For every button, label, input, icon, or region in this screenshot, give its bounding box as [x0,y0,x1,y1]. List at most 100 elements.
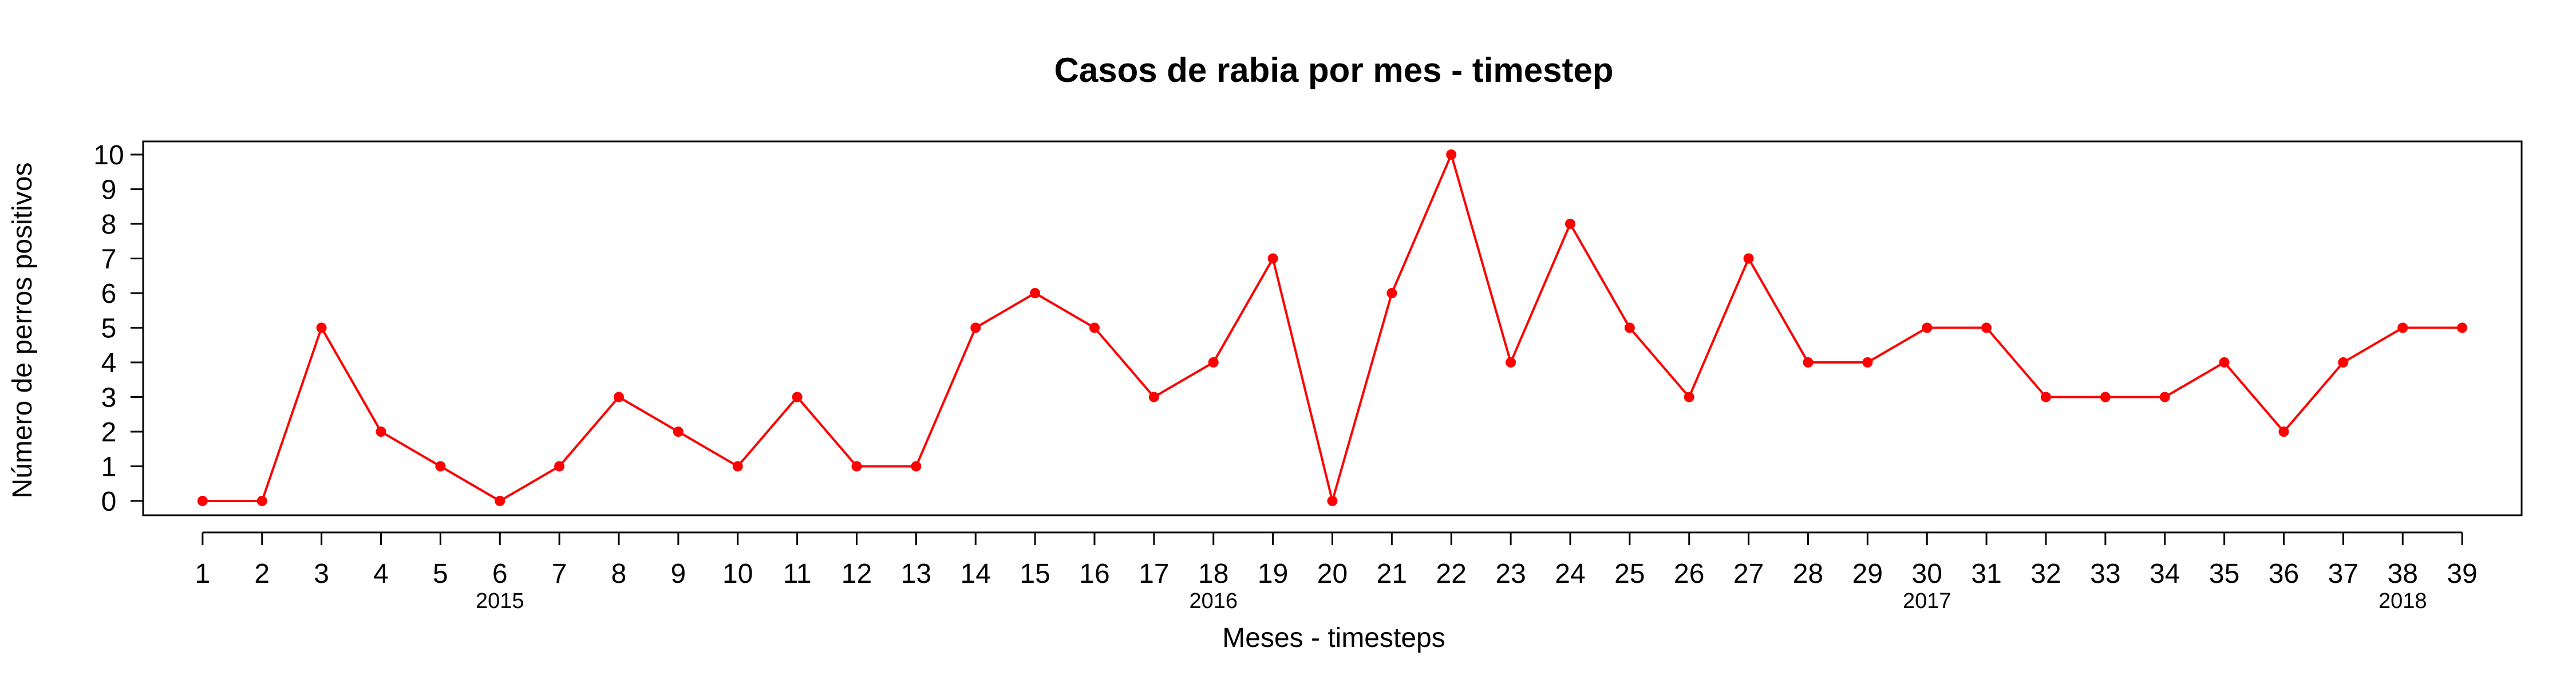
x-tick-label: 5 [433,559,448,589]
x-tick-label: 17 [1139,559,1169,589]
x-tick-label: 34 [2150,559,2180,589]
data-point [970,322,981,333]
data-point [2278,427,2289,437]
data-point [554,461,565,472]
y-tick-label: 7 [101,244,117,275]
year-labels: 2015 2016 2017 2018 [476,589,2427,613]
y-tick-label: 0 [101,487,117,517]
y-tick-label: 4 [101,348,117,378]
data-point [495,496,505,506]
y-tick-label: 8 [101,210,117,240]
x-tick-label: 31 [1971,559,2001,589]
data-point [1684,392,1694,402]
data-point [256,496,267,506]
x-tick-label: 6 [492,559,508,589]
x-tick-label: 29 [1852,559,1883,589]
y-tick-label: 9 [101,175,117,206]
x-tick-label: 15 [1020,559,1050,589]
x-tick-label: 2 [254,559,270,589]
x-axis-title: Meses - timesteps [1222,623,1445,653]
x-tick-label: 22 [1436,559,1467,589]
x-tick-label: 37 [2328,559,2358,589]
x-tick-label: 4 [373,559,389,589]
data-point [1148,392,1159,402]
data-point [2219,357,2230,368]
year-label: 2017 [1903,589,1951,613]
x-tick-label: 20 [1317,559,1348,589]
y-axis: 0 1 2 3 4 5 6 7 8 9 10 [93,140,144,517]
data-point [732,461,743,472]
data-point [1446,149,1457,160]
data-point [197,496,208,506]
chart-title: Casos de rabia por mes - timestep [1054,51,1614,89]
x-tick-label: 14 [961,559,991,589]
data-point [792,392,803,402]
data-point [1089,322,1100,333]
data-point [1862,357,1873,368]
data-point [2159,392,2170,402]
x-axis: 1 2 3 4 5 6 7 8 9 10 11 12 13 14 15 16 17 18 19 20 21 22 23 24 2… [195,531,2478,589]
data-point [911,461,922,472]
x-tick-label: 9 [671,559,686,589]
y-tick-label: 1 [101,452,117,483]
year-label: 2016 [1189,589,1238,613]
data-point [2397,322,2408,333]
data-point [1565,219,1575,229]
x-tick-label: 38 [2388,559,2418,589]
data-point [1922,322,1933,333]
x-tick-label: 39 [2447,559,2477,589]
y-tick-label: 6 [101,279,117,309]
x-tick-label: 27 [1733,559,1764,589]
x-tick-label: 1 [195,559,211,589]
data-point [2100,392,2111,402]
y-tick-label: 10 [93,140,124,171]
data-point [1267,253,1278,264]
x-tick-label: 11 [783,559,812,589]
plot-frame [142,140,2523,516]
data-point [1506,357,1516,368]
data-point [1327,496,1338,506]
x-tick-label: 30 [1912,559,1942,589]
x-tick-label: 10 [722,559,753,589]
x-tick-label: 19 [1258,559,1288,589]
data-point [673,427,683,437]
data-point [2041,392,2051,402]
data-point [1743,253,1754,264]
data-point [1803,357,1814,368]
y-axis-title: Número de perros positivos [7,163,38,499]
data-point [1981,322,1992,333]
year-label: 2015 [476,589,524,613]
x-tick-label: 33 [2090,559,2120,589]
data-point [1030,288,1041,298]
x-tick-label: 28 [1793,559,1823,589]
x-tick-label: 16 [1079,559,1109,589]
x-tick-label: 21 [1377,559,1407,589]
series-line [202,151,2463,506]
data-points [197,149,2468,506]
year-label: 2018 [2379,589,2427,613]
x-tick-label: 3 [314,559,329,589]
y-tick-label: 3 [101,383,117,413]
data-point [1624,322,1635,333]
x-tick-label: 23 [1495,559,1526,589]
data-point [1208,357,1219,368]
data-point [1386,288,1397,298]
y-tick-label: 2 [101,417,117,448]
x-tick-label: 18 [1198,559,1228,589]
data-point [851,461,862,472]
y-tick-label: 5 [101,314,117,344]
data-point [435,461,446,472]
data-point [2338,357,2349,368]
x-tick-label: 35 [2209,559,2239,589]
data-point [2457,322,2468,333]
x-tick-label: 26 [1674,559,1704,589]
x-tick-label: 13 [901,559,931,589]
x-tick-label: 36 [2269,559,2299,589]
x-tick-label: 7 [552,559,567,589]
x-tick-label: 12 [841,559,872,589]
data-point [316,322,327,333]
data-point [614,392,624,402]
x-tick-label: 8 [611,559,627,589]
x-tick-label: 25 [1614,559,1645,589]
